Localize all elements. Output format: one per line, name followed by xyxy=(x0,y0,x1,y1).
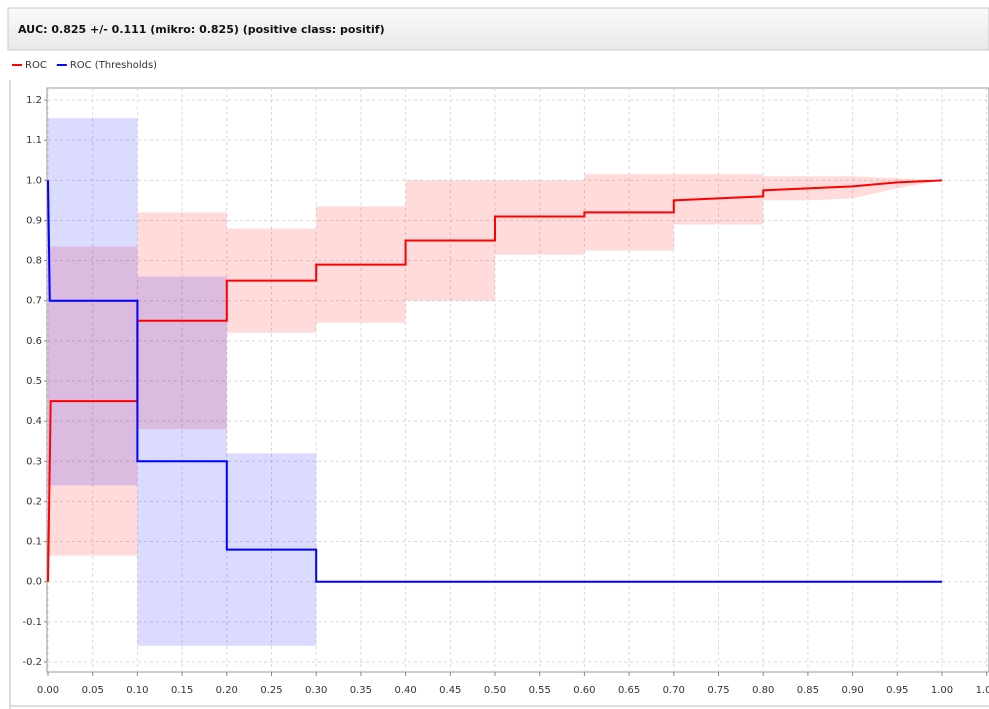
x-tick-label: 0.15 xyxy=(171,685,193,696)
confidence-band xyxy=(48,118,942,646)
x-tick-label: 0.40 xyxy=(394,685,416,696)
legend: ROC ROC (Thresholds) xyxy=(12,60,157,71)
x-tick-label: 0.60 xyxy=(573,685,595,696)
x-tick-label: 0.75 xyxy=(707,685,729,696)
x-tick-label: 0.35 xyxy=(350,685,372,696)
x-tick-label: 0.10 xyxy=(126,685,148,696)
plot-area xyxy=(46,87,989,673)
chart-title: AUC: 0.825 +/- 0.111 (mikro: 0.825) (pos… xyxy=(18,23,385,36)
x-tick-label: 0.25 xyxy=(260,685,282,696)
x-tick-label: 0.85 xyxy=(797,685,819,696)
y-tick-label: 1.2 xyxy=(26,95,42,106)
x-tick-label: 0.30 xyxy=(305,685,327,696)
y-tick-label: 0.8 xyxy=(26,256,42,267)
y-tick-label: 0.2 xyxy=(26,496,42,507)
y-tick-label: -0.2 xyxy=(22,657,42,668)
x-tick-label: 0.05 xyxy=(82,685,104,696)
y-tick-label: 0.1 xyxy=(26,537,42,548)
x-tick-label: 0.20 xyxy=(216,685,238,696)
y-tick-label: 1.1 xyxy=(26,135,42,146)
x-tick-label: 0.65 xyxy=(618,685,640,696)
y-tick-label: 0.5 xyxy=(26,376,42,387)
header-bar xyxy=(7,7,989,51)
series-line xyxy=(47,180,942,583)
x-tick-label: 0.95 xyxy=(886,685,908,696)
x-tick-label: 0.00 xyxy=(37,685,59,696)
x-tick-label: 1.05 xyxy=(976,685,989,696)
x-tick-label: 1.00 xyxy=(931,685,953,696)
y-tick-label: 1.0 xyxy=(26,175,42,186)
legend-label: ROC xyxy=(25,60,47,71)
y-tick-label: 0.9 xyxy=(26,215,42,226)
x-tick-label: 0.45 xyxy=(439,685,461,696)
x-tick-label: 0.80 xyxy=(752,685,774,696)
x-tick-label: 0.50 xyxy=(484,685,506,696)
y-tick-label: 0.6 xyxy=(26,336,42,347)
legend-label: ROC (Thresholds) xyxy=(70,60,157,71)
y-tick-label: 0.3 xyxy=(26,456,42,467)
confidence-band xyxy=(48,174,942,556)
x-tick-label: 0.90 xyxy=(841,685,863,696)
y-tick-label: -0.1 xyxy=(22,617,42,628)
x-tick-label: 0.70 xyxy=(663,685,685,696)
series-line xyxy=(47,179,943,582)
y-tick-label: 0.4 xyxy=(26,416,42,427)
y-tick-label: 0.7 xyxy=(26,296,42,307)
y-tick-label: 0.0 xyxy=(26,577,42,588)
x-tick-label: 0.55 xyxy=(529,685,551,696)
